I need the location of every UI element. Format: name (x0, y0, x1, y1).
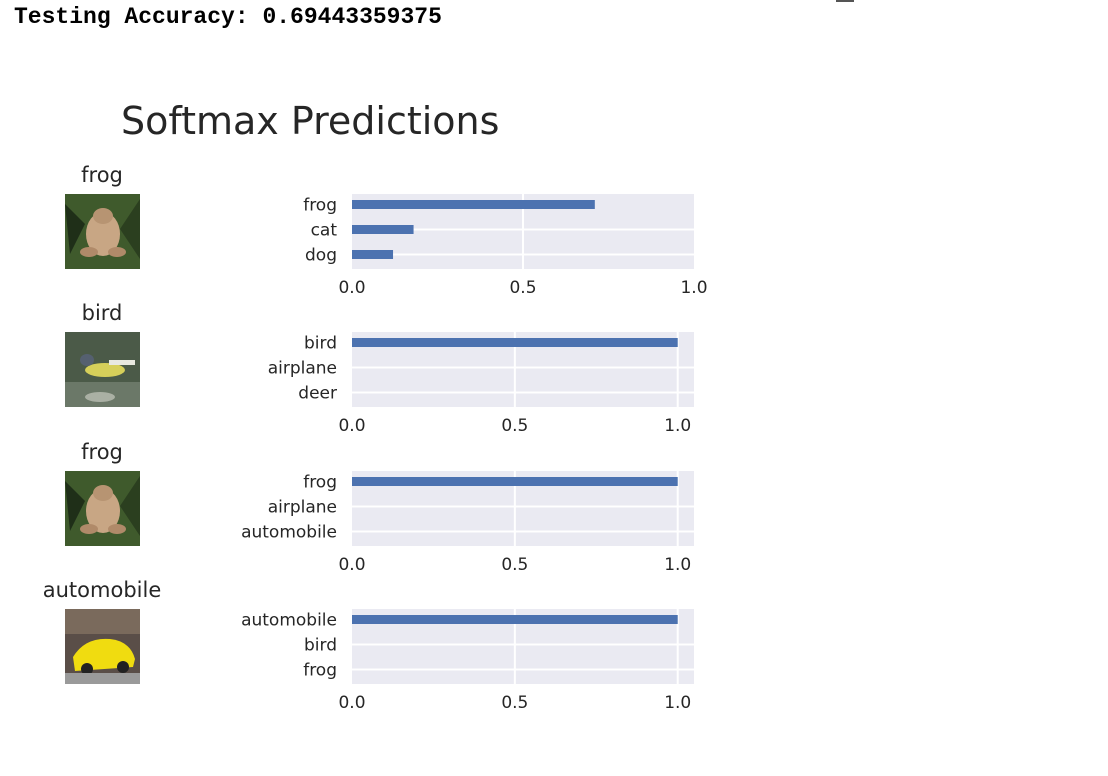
x-tick-label: 0.0 (338, 278, 365, 298)
x-tick-label: 0.0 (338, 555, 365, 575)
x-tick-label: 1.0 (664, 555, 691, 575)
sample-image (65, 471, 140, 546)
prediction-row: frog frog cat dog 0.0 0.5 1.0 (0, 163, 760, 301)
frog-photo-icon (65, 471, 140, 546)
category-tick-label: frog (303, 661, 337, 681)
figure-title: Softmax Predictions (121, 99, 500, 143)
category-tick-label: automobile (241, 611, 337, 631)
car-photo-icon (65, 609, 140, 684)
category-tick-label: frog (303, 473, 337, 493)
x-tick-label: 0.5 (509, 278, 536, 298)
sample-image (65, 194, 140, 269)
accuracy-value: 0.69443359375 (262, 4, 442, 30)
cursor-mark (836, 0, 854, 2)
prediction-bar (352, 225, 414, 234)
prediction-bar (352, 338, 678, 347)
prediction-bar (352, 477, 678, 486)
sample-image (65, 609, 140, 684)
testing-accuracy-output: Testing Accuracy: 0.69443359375 (14, 4, 442, 30)
category-tick-label: bird (304, 334, 337, 354)
bird-photo-icon (65, 332, 140, 407)
category-tick-label: deer (298, 384, 337, 404)
prediction-row: automobile automobile bird frog 0.0 0.5 1.0 (0, 578, 760, 716)
x-tick-label: 1.0 (664, 416, 691, 436)
image-class-label: frog (81, 163, 123, 187)
category-tick-label: dog (305, 246, 337, 266)
x-tick-label: 1.0 (664, 693, 691, 713)
x-tick-label: 0.0 (338, 416, 365, 436)
prediction-row: bird bird airplane deer 0.0 0.5 1.0 (0, 301, 760, 439)
x-tick-label: 0.5 (501, 555, 528, 575)
category-tick-label: bird (304, 636, 337, 656)
prediction-bar (352, 615, 678, 624)
category-tick-label: automobile (241, 523, 337, 543)
frog-photo-icon (65, 194, 140, 269)
prediction-bar (352, 250, 394, 259)
category-tick-label: frog (303, 196, 337, 216)
x-tick-label: 1.0 (680, 278, 707, 298)
category-tick-label: airplane (268, 359, 337, 379)
prediction-bar (352, 200, 595, 209)
sample-image (65, 332, 140, 407)
x-tick-label: 0.5 (501, 693, 528, 713)
image-class-label: automobile (42, 578, 162, 602)
image-class-label: frog (81, 440, 123, 464)
category-tick-label: airplane (268, 498, 337, 518)
category-tick-label: cat (311, 221, 338, 241)
image-class-label: bird (81, 301, 123, 325)
accuracy-label: Testing Accuracy: (14, 4, 249, 30)
prediction-row: frog frog airplane automobile 0.0 0.5 1.0 (0, 440, 760, 578)
x-tick-label: 0.5 (501, 416, 528, 436)
x-tick-label: 0.0 (338, 693, 365, 713)
